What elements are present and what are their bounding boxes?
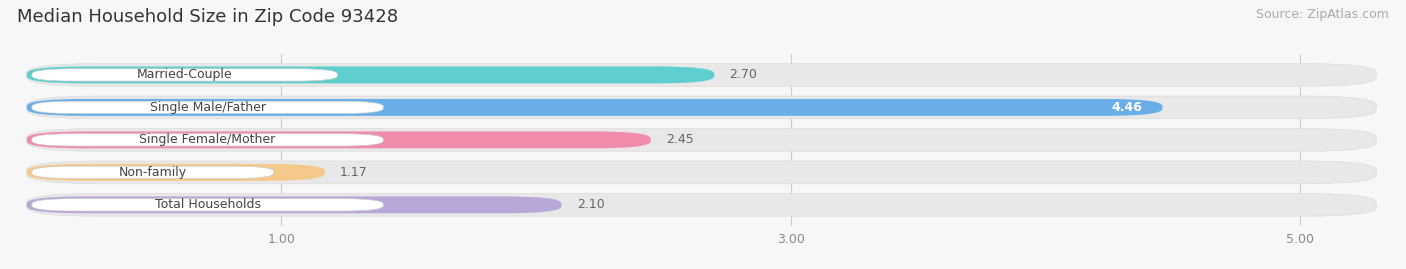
FancyBboxPatch shape xyxy=(27,196,561,213)
FancyBboxPatch shape xyxy=(32,69,337,81)
FancyBboxPatch shape xyxy=(32,199,384,211)
FancyBboxPatch shape xyxy=(27,96,1376,119)
FancyBboxPatch shape xyxy=(32,101,384,114)
FancyBboxPatch shape xyxy=(27,193,1376,216)
Text: 2.70: 2.70 xyxy=(730,68,758,82)
FancyBboxPatch shape xyxy=(32,134,384,146)
Text: 2.10: 2.10 xyxy=(576,198,605,211)
Text: 2.45: 2.45 xyxy=(666,133,693,146)
FancyBboxPatch shape xyxy=(27,129,1376,151)
Text: 4.46: 4.46 xyxy=(1111,101,1142,114)
Text: Total Households: Total Households xyxy=(155,198,260,211)
FancyBboxPatch shape xyxy=(27,66,714,83)
FancyBboxPatch shape xyxy=(27,99,1163,116)
Text: Single Male/Father: Single Male/Father xyxy=(149,101,266,114)
Text: 1.17: 1.17 xyxy=(340,166,368,179)
Text: Non-family: Non-family xyxy=(118,166,187,179)
FancyBboxPatch shape xyxy=(32,166,274,179)
Text: Source: ZipAtlas.com: Source: ZipAtlas.com xyxy=(1256,8,1389,21)
FancyBboxPatch shape xyxy=(27,161,1376,184)
FancyBboxPatch shape xyxy=(27,63,1376,86)
Text: Median Household Size in Zip Code 93428: Median Household Size in Zip Code 93428 xyxy=(17,8,398,26)
FancyBboxPatch shape xyxy=(27,164,325,181)
Text: Single Female/Mother: Single Female/Mother xyxy=(139,133,276,146)
Text: Married-Couple: Married-Couple xyxy=(136,68,232,82)
FancyBboxPatch shape xyxy=(27,132,651,148)
